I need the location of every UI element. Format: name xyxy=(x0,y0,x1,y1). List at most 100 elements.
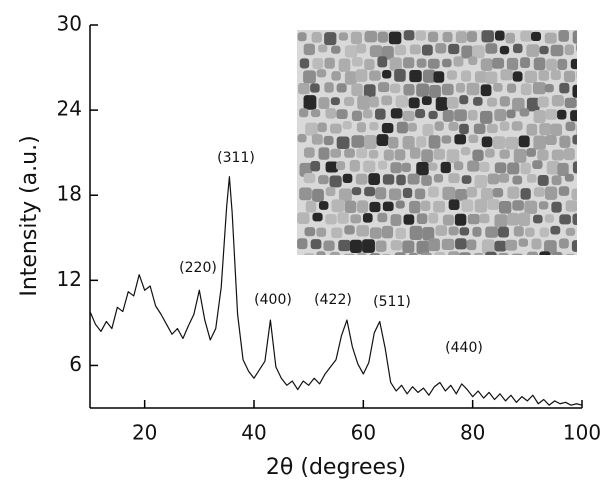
particle xyxy=(558,30,569,42)
particle xyxy=(409,147,421,159)
particle xyxy=(466,31,477,43)
particle xyxy=(571,240,577,252)
particle xyxy=(539,123,552,136)
particle xyxy=(343,253,355,255)
particle xyxy=(323,240,335,251)
particle xyxy=(492,136,506,150)
particle xyxy=(390,240,403,251)
particle xyxy=(492,188,504,198)
particle xyxy=(539,227,549,238)
particle xyxy=(506,83,517,93)
particle xyxy=(415,30,426,41)
particle xyxy=(559,82,570,94)
particle xyxy=(578,174,590,185)
particle xyxy=(316,227,327,237)
particle xyxy=(466,239,477,251)
particle xyxy=(297,32,307,42)
particle xyxy=(559,214,571,225)
particle xyxy=(538,201,549,210)
particle xyxy=(310,109,321,118)
particle xyxy=(388,188,402,201)
particle xyxy=(446,70,457,80)
particle xyxy=(403,84,415,96)
particle xyxy=(579,98,592,112)
particle xyxy=(336,83,347,93)
particle xyxy=(507,162,520,175)
particle xyxy=(325,186,336,197)
particle xyxy=(473,96,483,106)
particle xyxy=(329,251,341,255)
particle xyxy=(382,70,392,79)
peak-label: (511) xyxy=(373,294,411,310)
particle xyxy=(442,186,456,201)
particle xyxy=(494,162,507,174)
particle xyxy=(526,44,540,57)
particle xyxy=(338,58,351,72)
particle xyxy=(344,71,357,85)
peak-label: (400) xyxy=(254,292,292,308)
particle xyxy=(506,57,519,71)
particle xyxy=(324,32,337,46)
particle xyxy=(525,227,535,237)
particle xyxy=(363,84,376,98)
particle xyxy=(382,201,394,212)
particle xyxy=(350,214,362,224)
particle xyxy=(318,97,330,109)
particle xyxy=(403,30,415,41)
particle xyxy=(318,201,329,210)
particle xyxy=(565,200,577,212)
particle xyxy=(544,240,557,255)
particle xyxy=(513,226,524,237)
particle xyxy=(421,175,432,186)
particle xyxy=(297,134,307,143)
particle xyxy=(533,110,546,123)
particle xyxy=(338,188,352,202)
particle xyxy=(317,122,327,133)
particle xyxy=(486,123,498,134)
particle xyxy=(505,136,519,150)
particle xyxy=(349,239,362,253)
particle xyxy=(538,70,550,81)
particle xyxy=(512,71,523,82)
particle xyxy=(565,121,576,132)
particle xyxy=(344,200,357,213)
particle xyxy=(461,175,472,184)
particle xyxy=(390,83,401,94)
particle xyxy=(382,253,391,255)
particle xyxy=(403,57,415,69)
particle xyxy=(416,58,427,68)
particle xyxy=(364,30,378,43)
particle xyxy=(472,45,485,59)
particle xyxy=(520,188,531,200)
particle xyxy=(578,227,591,238)
particle xyxy=(550,44,564,57)
particle xyxy=(520,162,531,175)
particle xyxy=(362,213,373,223)
particle xyxy=(448,173,460,184)
x-tick-label: 40 xyxy=(241,421,266,445)
particle xyxy=(481,136,493,148)
particle xyxy=(390,162,402,174)
particle xyxy=(544,32,557,44)
particle xyxy=(441,83,454,96)
particle xyxy=(481,30,494,43)
particle xyxy=(578,252,588,261)
particle xyxy=(524,70,538,83)
particle xyxy=(303,43,315,56)
particle xyxy=(468,56,478,65)
particle xyxy=(435,225,448,236)
particle xyxy=(416,161,429,176)
particle xyxy=(454,109,467,122)
particle xyxy=(422,69,436,83)
particle xyxy=(448,226,459,236)
particle xyxy=(467,213,480,225)
particle xyxy=(551,149,564,161)
particle xyxy=(455,188,468,201)
particle xyxy=(499,149,510,159)
particle xyxy=(388,136,399,149)
particle xyxy=(461,45,473,59)
particle xyxy=(518,238,529,247)
particle xyxy=(422,123,434,137)
particle xyxy=(507,212,520,226)
